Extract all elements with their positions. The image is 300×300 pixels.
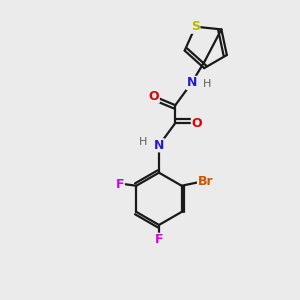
Text: Br: Br bbox=[198, 175, 213, 188]
Text: O: O bbox=[191, 116, 202, 130]
Text: F: F bbox=[155, 233, 163, 246]
Text: N: N bbox=[187, 76, 197, 89]
Text: H: H bbox=[203, 80, 211, 89]
Text: O: O bbox=[148, 90, 159, 103]
Text: H: H bbox=[139, 137, 148, 147]
Text: F: F bbox=[116, 178, 124, 191]
Text: S: S bbox=[191, 20, 200, 33]
Text: N: N bbox=[154, 139, 164, 152]
